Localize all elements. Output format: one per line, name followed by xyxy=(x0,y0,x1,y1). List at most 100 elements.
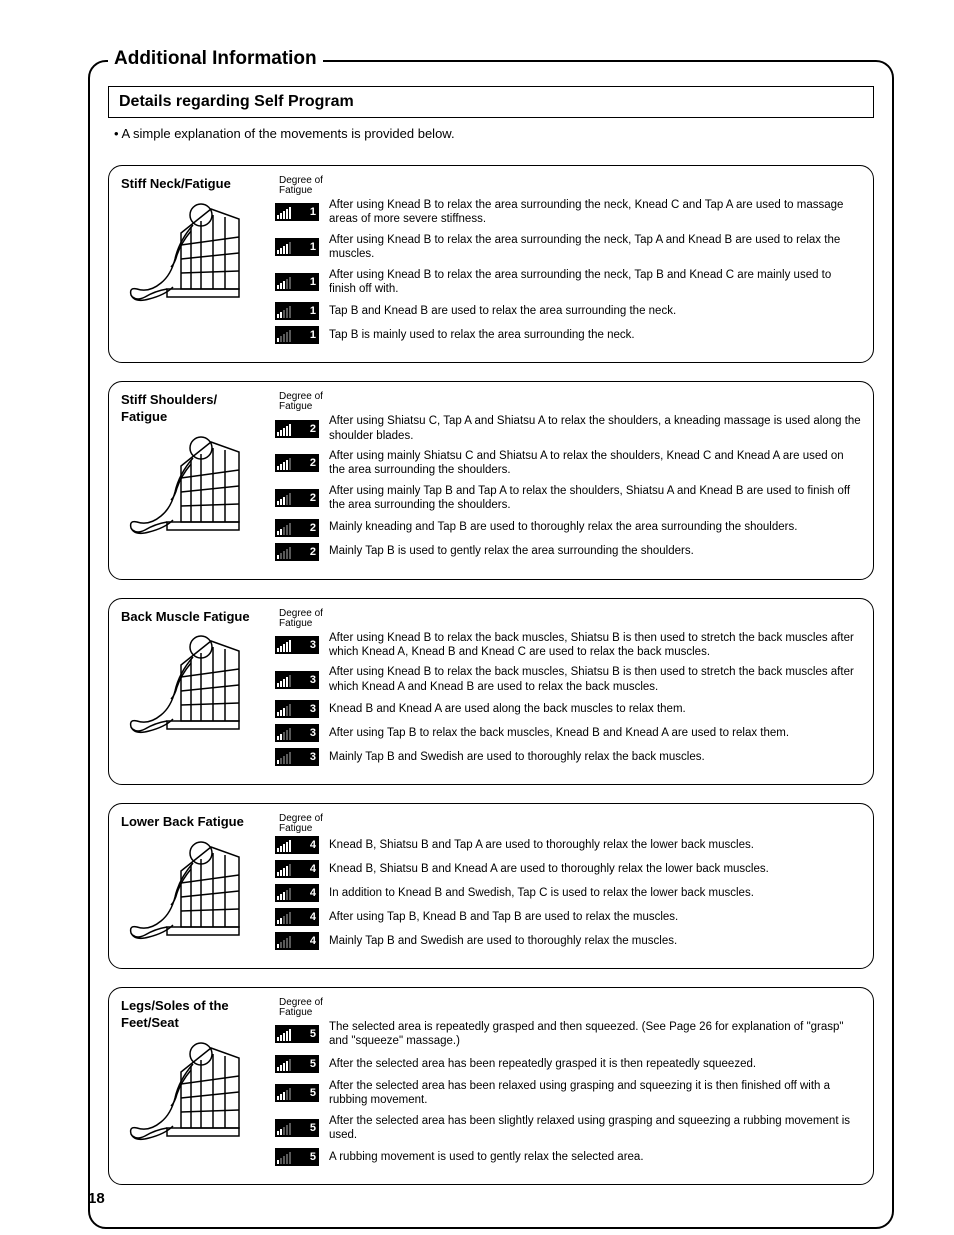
level-chip: 4 xyxy=(275,860,319,878)
level-chip: 5 xyxy=(275,1025,319,1043)
level-chip: 5 xyxy=(275,1119,319,1137)
level-chip: 3 xyxy=(275,748,319,766)
level-description: Tap B is mainly used to relax the area s… xyxy=(329,328,861,342)
level-description: Mainly Tap B and Swedish are used to tho… xyxy=(329,934,861,948)
section-title: Lower Back Fatigue xyxy=(121,814,263,831)
subtitle-box: Details regarding Self Program xyxy=(108,86,874,118)
level-row: 1 After using Knead B to relax the area s… xyxy=(275,233,861,262)
level-row: 4In addition to Knead B and Swedish, Tap… xyxy=(275,884,861,902)
level-description: After using Knead B to relax the back mu… xyxy=(329,631,861,660)
figure-illustration xyxy=(121,1036,261,1146)
level-description: Tap B and Knead B are used to relax the … xyxy=(329,304,861,318)
intro-text: • A simple explanation of the movements … xyxy=(114,126,874,141)
degree-label: Degree ofFatigue xyxy=(279,998,861,1018)
level-row: 5 The selected area is repeatedly grasped… xyxy=(275,1020,861,1049)
level-row: 5After the selected area has been relaxe… xyxy=(275,1079,861,1108)
level-description: After using mainly Shiatsu C and Shiatsu… xyxy=(329,449,861,478)
program-section: Lower Back Fatigue Degree ofFatigue 4 Knea… xyxy=(108,803,874,969)
section-title: Stiff Shoulders/ Fatigue xyxy=(121,392,263,426)
level-description: After using mainly Tap B and Tap A to re… xyxy=(329,484,861,513)
program-section: Legs/Soles of the Feet/Seat Degree ofFat… xyxy=(108,987,874,1185)
level-description: After using Knead B to relax the area su… xyxy=(329,233,861,262)
level-description: Knead B, Shiatsu B and Tap A are used to… xyxy=(329,838,861,852)
level-row: 4 After using Tap B, Knead B and Tap B ar… xyxy=(275,908,861,926)
level-row: 3 Mainly Tap B and Swedish are used to th… xyxy=(275,748,861,766)
level-row: 2 Mainly Tap B is used to gently relax th… xyxy=(275,543,861,561)
level-description: A rubbing movement is used to gently rel… xyxy=(329,1150,861,1164)
level-chip: 4 xyxy=(275,932,319,950)
level-description: After using Knead B to relax the area su… xyxy=(329,198,861,227)
level-row: 2 After using mainly Tap B and Tap A to r… xyxy=(275,484,861,513)
level-description: After using Tap B to relax the back musc… xyxy=(329,726,861,740)
additional-info-box: Additional Information Details regarding… xyxy=(88,60,894,1229)
level-row: 4 Knead B, Shiatsu B and Knead A are used… xyxy=(275,860,861,878)
figure-illustration xyxy=(121,430,261,540)
level-chip: 3 xyxy=(275,671,319,689)
level-chip: 1 xyxy=(275,302,319,320)
program-section: Stiff Shoulders/ Fatigue Degree ofFatigu… xyxy=(108,381,874,579)
level-row: 3 After using Tap B to relax the back mus… xyxy=(275,724,861,742)
seated-figure-icon xyxy=(121,1036,261,1146)
level-description: After the selected area has been relaxed… xyxy=(329,1079,861,1108)
level-chip: 2 xyxy=(275,489,319,507)
figure-illustration xyxy=(121,629,261,739)
degree-label: Degree ofFatigue xyxy=(279,609,861,629)
level-description: After using Knead B to relax the area su… xyxy=(329,268,861,297)
level-chip: 1 xyxy=(275,273,319,291)
level-chip: 3 xyxy=(275,636,319,654)
level-row: 3 After using Knead B to relax the back m… xyxy=(275,631,861,660)
level-description: Knead B, Shiatsu B and Knead A are used … xyxy=(329,862,861,876)
level-row: 1 Tap B and Knead B are used to relax the… xyxy=(275,302,861,320)
seated-figure-icon xyxy=(121,629,261,739)
level-description: Mainly Tap B and Swedish are used to tho… xyxy=(329,750,861,764)
level-row: 4 Mainly Tap B and Swedish are used to th… xyxy=(275,932,861,950)
level-chip: 4 xyxy=(275,836,319,854)
section-title: Back Muscle Fatigue xyxy=(121,609,263,626)
level-row: 3 Knead B and Knead A are used along the … xyxy=(275,700,861,718)
level-description: Knead B and Knead A are used along the b… xyxy=(329,702,861,716)
figure-illustration xyxy=(121,835,261,945)
level-description: Mainly kneading and Tap B are used to th… xyxy=(329,520,861,534)
level-row: 5 After the selected area has been repeat… xyxy=(275,1055,861,1073)
seated-figure-icon xyxy=(121,835,261,945)
level-chip: 3 xyxy=(275,724,319,742)
level-description: After the selected area has been slightl… xyxy=(329,1114,861,1143)
level-chip: 2 xyxy=(275,519,319,537)
level-chip: 4 xyxy=(275,908,319,926)
level-chip: 3 xyxy=(275,700,319,718)
subtitle: Details regarding Self Program xyxy=(119,93,354,110)
level-row: 5 After the selected area has been slight… xyxy=(275,1114,861,1143)
program-section: Stiff Neck/Fatigue Degree ofFatigue 1 Afte… xyxy=(108,165,874,363)
level-chip: 4 xyxy=(275,884,319,902)
level-chip: 2 xyxy=(275,420,319,438)
figure-illustration xyxy=(121,197,261,307)
degree-label: Degree ofFatigue xyxy=(279,176,861,196)
level-description: After using Knead B to relax the back mu… xyxy=(329,665,861,694)
seated-figure-icon xyxy=(121,197,261,307)
level-chip: 1 xyxy=(275,203,319,221)
level-chip: 5 xyxy=(275,1055,319,1073)
level-row: 5 A rubbing movement is used to gently re… xyxy=(275,1148,861,1166)
level-description: After using Shiatsu C, Tap A and Shiatsu… xyxy=(329,414,861,443)
level-description: The selected area is repeatedly grasped … xyxy=(329,1020,861,1049)
level-row: 4 Knead B, Shiatsu B and Tap A are used t… xyxy=(275,836,861,854)
level-description: After using Tap B, Knead B and Tap B are… xyxy=(329,910,861,924)
level-row: 2 After using Shiatsu C, Tap A and Shiats… xyxy=(275,414,861,443)
level-description: After the selected area has been repeate… xyxy=(329,1057,861,1071)
level-chip: 2 xyxy=(275,543,319,561)
level-chip: 1 xyxy=(275,238,319,256)
level-row: 1 After using Knead B to relax the area s… xyxy=(275,268,861,297)
level-description: Mainly Tap B is used to gently relax the… xyxy=(329,544,861,558)
level-row: 1 Tap B is mainly used to relax the area … xyxy=(275,326,861,344)
level-row: 2After using mainly Shiatsu C and Shiats… xyxy=(275,449,861,478)
page-title: Additional Information xyxy=(108,48,323,70)
level-chip: 5 xyxy=(275,1148,319,1166)
section-title: Stiff Neck/Fatigue xyxy=(121,176,263,193)
level-chip: 1 xyxy=(275,326,319,344)
page-number: 18 xyxy=(88,1190,105,1207)
degree-label: Degree ofFatigue xyxy=(279,814,861,834)
program-section: Back Muscle Fatigue Degree ofFatigue 3 Aft… xyxy=(108,598,874,786)
section-title: Legs/Soles of the Feet/Seat xyxy=(121,998,263,1032)
level-row: 1 After using Knead B to relax the area s… xyxy=(275,198,861,227)
seated-figure-icon xyxy=(121,430,261,540)
